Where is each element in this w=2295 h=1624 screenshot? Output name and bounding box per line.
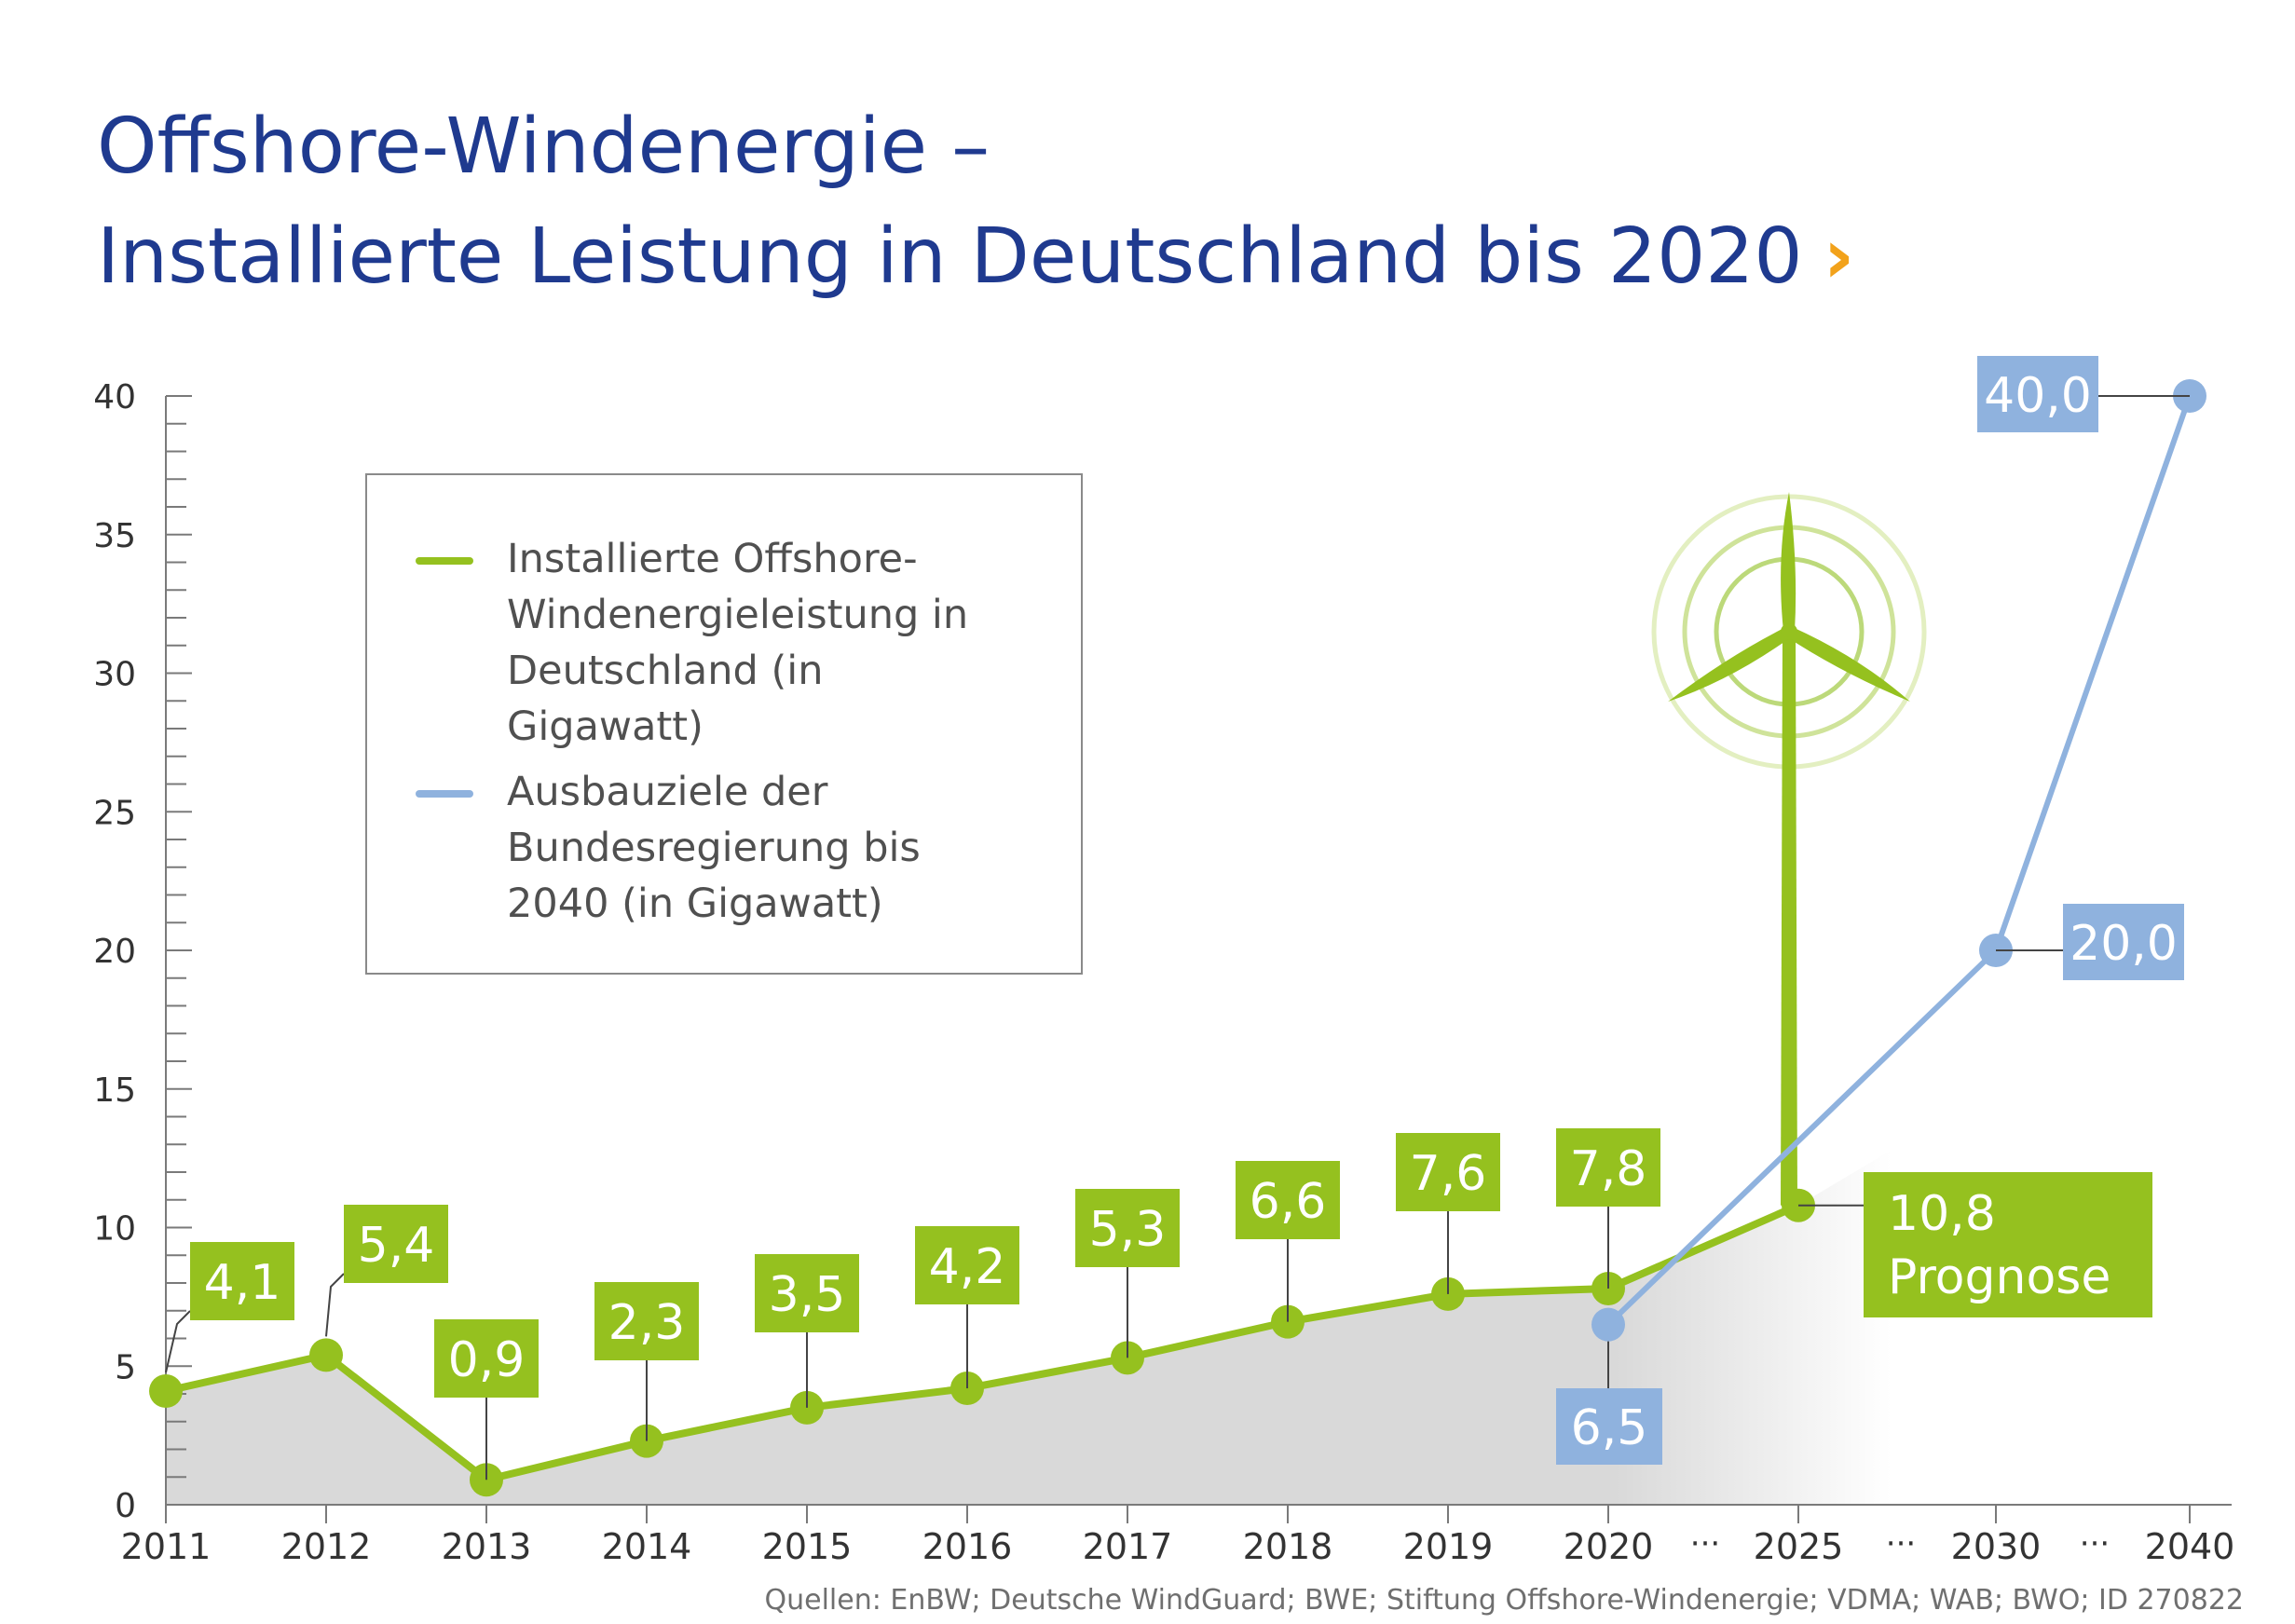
x-axis-ellipsis: ··· <box>1690 1525 1720 1563</box>
legend-swatch-blue <box>416 790 473 798</box>
x-tick-label: 2017 <box>1083 1526 1173 1567</box>
x-tick-label: 2015 <box>762 1526 853 1567</box>
y-tick-label: 20 <box>93 933 136 971</box>
data-label-box <box>1396 1133 1500 1211</box>
data-label-connector <box>165 1310 191 1373</box>
x-tick-label: 2011 <box>121 1526 212 1567</box>
installed-area <box>166 1150 1892 1505</box>
source-note: Quellen: EnBW; Deutsche WindGuard; BWE; … <box>764 1584 2244 1617</box>
legend-item-installed: Installierte Offshore-Windenergieleistun… <box>416 531 1029 755</box>
turbine-blade <box>1781 492 1796 632</box>
y-tick-label: 40 <box>93 378 136 416</box>
data-label: 5,4 <box>358 1218 435 1274</box>
data-label-box <box>915 1226 1019 1304</box>
installed-point <box>149 1374 183 1409</box>
data-label-connector <box>325 1273 345 1337</box>
x-tick-label: 2019 <box>1403 1526 1494 1567</box>
data-label: 20,0 <box>2070 916 2178 972</box>
data-label: 6,6 <box>1250 1174 1327 1230</box>
data-label-box <box>1977 356 2098 432</box>
legend-label-installed: Installierte Offshore-Windenergieleistun… <box>507 536 969 750</box>
turbine-blade <box>1668 626 1792 702</box>
installed-point <box>309 1338 343 1372</box>
data-label-box <box>190 1242 294 1320</box>
x-axis-ellipsis: ··· <box>2080 1525 2110 1563</box>
x-tick-label: 2018 <box>1243 1526 1333 1567</box>
data-label-note: Prognose <box>1888 1249 2111 1305</box>
wind-turbine-icon <box>1651 492 1927 1206</box>
data-label-box <box>1864 1172 2152 1317</box>
data-label: 2,3 <box>608 1295 686 1351</box>
x-tick-label: 2013 <box>442 1526 532 1567</box>
data-label: 4,1 <box>204 1255 281 1311</box>
legend-label-targets: Ausbauziele der Bundesregierung bis 2040… <box>507 769 921 927</box>
x-tick-label: 2040 <box>2145 1526 2235 1567</box>
chart-title-text: Installierte Leistung in Deutschland bis… <box>97 212 1803 301</box>
data-label-box <box>755 1254 859 1332</box>
y-tick-label: 25 <box>93 794 136 832</box>
data-label-box <box>1556 1128 1660 1207</box>
data-label-box <box>1556 1388 1662 1465</box>
x-tick-label: 2030 <box>1951 1526 2042 1567</box>
data-label: 6,5 <box>1571 1400 1648 1456</box>
data-label: 5,3 <box>1089 1202 1167 1258</box>
data-label: 10,8 <box>1888 1186 1996 1242</box>
legend-item-targets: Ausbauziele der Bundesregierung bis 2040… <box>416 764 936 932</box>
turbine-blade <box>1785 626 1910 702</box>
x-tick-label: 2016 <box>922 1526 1013 1567</box>
x-tick-label: 2012 <box>281 1526 372 1567</box>
y-tick-label: 30 <box>93 656 136 694</box>
turbine-hub <box>1781 623 1797 640</box>
data-label-box <box>2063 904 2184 980</box>
data-label: 0,9 <box>448 1332 526 1388</box>
legend-swatch-green <box>416 557 473 565</box>
x-axis-ellipsis: ··· <box>1886 1525 1916 1563</box>
data-label: 4,2 <box>929 1239 1006 1295</box>
x-tick-label: 2020 <box>1564 1526 1654 1567</box>
chart-title-line1: Offshore-Windenergie – <box>97 102 990 191</box>
y-tick-label: 15 <box>93 1071 136 1110</box>
data-label: 7,6 <box>1410 1146 1487 1202</box>
data-label: 3,5 <box>769 1267 846 1323</box>
data-label: 40,0 <box>1984 368 2092 424</box>
y-tick-label: 5 <box>115 1348 136 1386</box>
data-label-box <box>434 1319 539 1398</box>
chart-title-line2: Installierte Leistung in Deutschland bis… <box>97 212 1854 301</box>
y-tick-label: 10 <box>93 1210 136 1249</box>
data-label: 7,8 <box>1570 1141 1647 1197</box>
x-tick-label: 2025 <box>1754 1526 1844 1567</box>
turbine-tower <box>1781 632 1797 1206</box>
targets-point <box>1591 1307 1625 1342</box>
chevron-right-icon: › <box>1823 212 1855 301</box>
data-label-box <box>1075 1189 1180 1267</box>
data-label-box <box>594 1282 699 1360</box>
legend-box: Installierte Offshore-Windenergieleistun… <box>365 473 1083 975</box>
data-label-box <box>344 1205 448 1283</box>
data-label-box <box>1236 1161 1340 1239</box>
y-tick-label: 0 <box>115 1487 136 1525</box>
y-tick-label: 35 <box>93 517 136 555</box>
x-tick-label: 2014 <box>602 1526 692 1567</box>
